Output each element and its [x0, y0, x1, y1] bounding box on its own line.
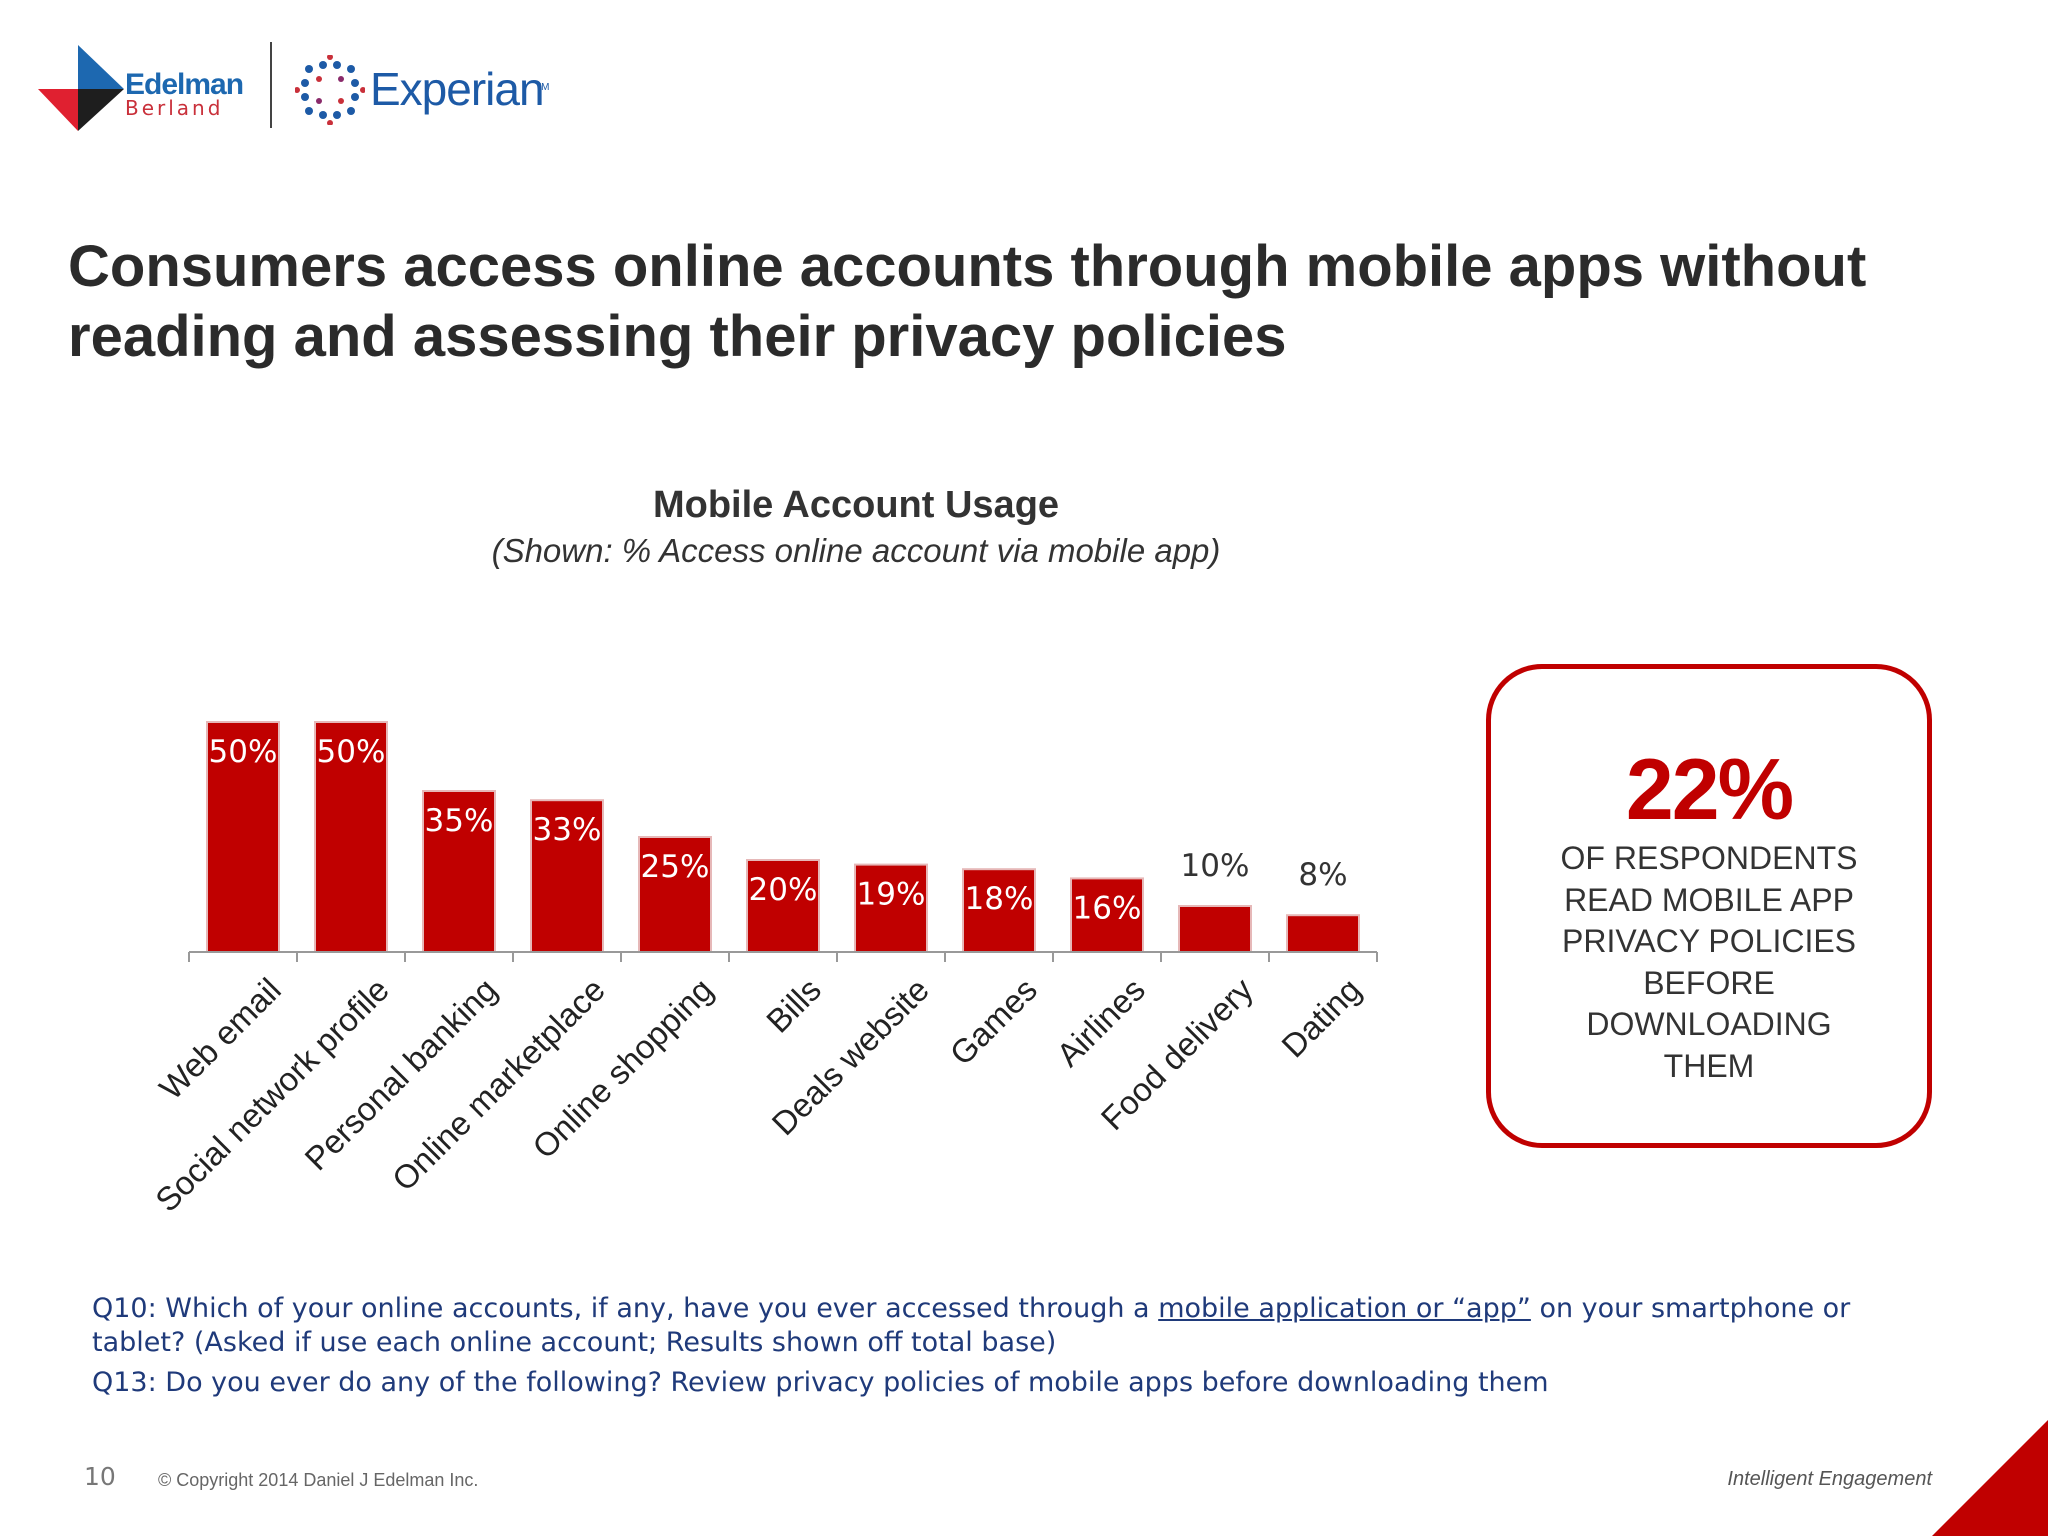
bar [206, 721, 280, 953]
experian-trademark: TM [535, 82, 550, 93]
bar-value-label: 20% [749, 872, 818, 908]
callout-line: READ MOBILE APP [1564, 881, 1854, 918]
note-q10: Q10: Which of your online accounts, if a… [92, 1292, 1892, 1360]
callout-line: THEM [1663, 1047, 1755, 1084]
callout-text: OF RESPONDENTS READ MOBILE APP PRIVACY P… [1486, 838, 1932, 1087]
copyright-text: © Copyright 2014 Daniel J Edelman Inc. [158, 1470, 479, 1490]
experian-logo-text: Experian [370, 63, 545, 115]
edelman-logo-mark-icon [38, 45, 124, 131]
bar [854, 863, 928, 953]
note-q10-text: Q10: Which of your online accounts, if a… [92, 1293, 1159, 1324]
category-label: Personal banking [297, 971, 503, 1177]
berland-logo-text: Berland [125, 96, 224, 120]
callout-box [1486, 664, 1932, 1148]
bar [530, 799, 604, 954]
callout-line: PRIVACY POLICIES [1561, 923, 1857, 959]
category-label: Bills [759, 971, 828, 1040]
edelman-logo-text: Edelman [125, 68, 244, 101]
bar [1070, 877, 1144, 954]
category-label: Games [943, 971, 1044, 1072]
tagline-text: Intelligent Engagement [1727, 1468, 1932, 1490]
bar-value-label: 19% [857, 877, 926, 913]
slide-title: Consumers access online accounts through… [68, 234, 1867, 369]
page-number: 10 [84, 1462, 116, 1491]
logo-divider [270, 42, 272, 128]
bar-value-label: 33% [533, 812, 602, 848]
bar [314, 721, 388, 953]
category-label: Online marketplace [385, 971, 612, 1198]
bar-value-label: 50% [317, 734, 386, 770]
bar [422, 790, 496, 953]
category-label: Online shopping [525, 971, 720, 1166]
callout-percent: 22% [1625, 742, 1794, 838]
note-q10-link: mobile application or “app” [1158, 1293, 1531, 1324]
bar-value-label: 18% [965, 881, 1034, 917]
category-label: Dating [1274, 971, 1368, 1065]
chart-title: Mobile Account Usage [652, 484, 1060, 526]
bar-value-label: 50% [209, 734, 278, 770]
note-q13: Q13: Do you ever do any of the following… [92, 1367, 1549, 1398]
note-q10-text-end: on your smartphone or tablet? (Asked if … [92, 1293, 1851, 1358]
corner-triangle-icon [1932, 1420, 2048, 1536]
bar [1178, 905, 1252, 953]
callout-line: OF RESPONDENTS [1560, 840, 1858, 876]
bar [1286, 914, 1360, 954]
callout-line: DOWNLOADING [1586, 1006, 1832, 1042]
bar-value-label: 16% [1073, 890, 1142, 926]
chart-subtitle: (Shown: % Access online account via mobi… [491, 532, 1221, 569]
category-label: Airlines [1049, 971, 1152, 1074]
bar-value-label: 25% [641, 849, 710, 885]
bar-value-label: 35% [425, 803, 494, 839]
experian-logo-mark-icon [295, 55, 365, 125]
bar-value-label: 8% [1298, 857, 1347, 893]
callout-line: BEFORE [1643, 964, 1775, 1001]
bar-value-label: 10% [1181, 848, 1250, 884]
